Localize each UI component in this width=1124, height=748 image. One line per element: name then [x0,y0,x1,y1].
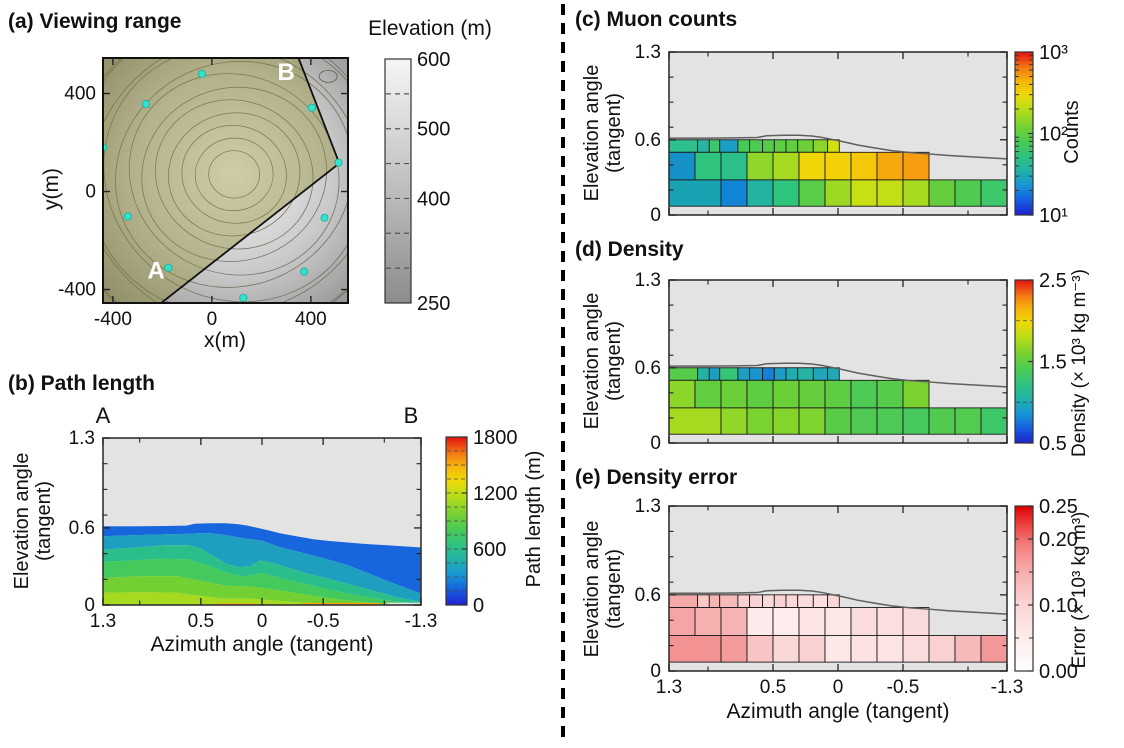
svg-text:0: 0 [85,182,96,203]
svg-text:-0.5: -0.5 [887,677,920,698]
panel-b-xlabel: Azimuth angle (tangent) [150,633,374,656]
svg-text:1.3: 1.3 [635,496,661,517]
panel-b-endpoint-A: A [95,403,111,428]
panel-c-ylabel: Elevation angle (tangent) [581,64,625,202]
panel-c-colorbar-label: Counts [1061,100,1083,164]
svg-text:1.3: 1.3 [90,611,116,632]
svg-text:0: 0 [257,611,268,632]
panel-e-title: (e) Density error [575,466,738,489]
panel-divider-line [561,4,565,744]
panel-a-ylabel: y(m) [40,168,63,210]
svg-text:0.10: 0.10 [1039,595,1078,617]
svg-text:0: 0 [650,433,661,454]
panel-a-xlabel: x(m) [204,329,246,352]
svg-text:1.3: 1.3 [656,677,682,698]
svg-text:0.5: 0.5 [1039,433,1067,455]
svg-text:500: 500 [417,119,450,141]
svg-text:1.3: 1.3 [635,42,661,63]
svg-text:600: 600 [473,539,506,561]
svg-text:0: 0 [207,309,218,330]
svg-text:0.5: 0.5 [760,677,786,698]
panel-a-title: (a) Viewing range [8,10,182,33]
svg-text:1.3: 1.3 [69,428,95,449]
svg-text:1.3: 1.3 [635,270,661,291]
svg-text:0.6: 0.6 [635,130,661,151]
panel-d-title: (d) Density [575,238,684,261]
svg-text:0: 0 [833,677,844,698]
panel-d-colorbar-label: Density (× 10³ kg m⁻³) [1069,269,1090,457]
svg-text:2.5: 2.5 [1039,270,1067,292]
panel-c-title: (c) Muon counts [575,8,738,31]
svg-text:B: B [277,59,294,86]
svg-text:0.6: 0.6 [69,518,95,539]
svg-text:-0.5: -0.5 [307,611,340,632]
svg-text:0.6: 0.6 [635,358,661,379]
panel-e-xlabel: Azimuth angle (tangent) [726,700,950,723]
svg-text:0.5: 0.5 [188,611,214,632]
svg-text:0: 0 [473,595,484,617]
svg-text:400: 400 [417,188,450,210]
svg-text:600: 600 [417,49,450,71]
panel-e-colorbar-label: Error (× 10³ kg m³) [1069,511,1090,669]
panel-b-ylabel: Elevation angle (tangent) [11,452,55,590]
panel-b-colorbar-label: Path length (m) [523,450,545,588]
svg-text:10²: 10² [1039,124,1068,146]
svg-text:-1.3: -1.3 [405,611,438,632]
svg-text:A: A [148,258,165,285]
svg-text:0: 0 [650,205,661,226]
elevation-colorbar-title: Elevation (m) [368,17,492,40]
svg-text:250: 250 [417,293,450,315]
svg-text:400: 400 [64,84,96,105]
panel-b-endpoint-B: B [403,403,419,428]
svg-text:1800: 1800 [473,427,518,449]
svg-text:0.25: 0.25 [1039,496,1078,518]
svg-text:0: 0 [650,661,661,682]
svg-text:-400: -400 [94,309,132,330]
svg-text:-400: -400 [58,280,96,301]
svg-text:1200: 1200 [473,483,518,505]
svg-text:-1.3: -1.3 [991,677,1024,698]
panel-b-title: (b) Path length [8,372,155,395]
panel-d-ylabel: Elevation angle (tangent) [581,292,625,430]
svg-text:0.20: 0.20 [1039,529,1078,551]
svg-text:400: 400 [295,309,327,330]
svg-text:10³: 10³ [1039,42,1068,64]
svg-text:0: 0 [84,595,95,616]
svg-text:0.6: 0.6 [635,585,661,606]
svg-text:10¹: 10¹ [1039,205,1068,227]
svg-text:1.5: 1.5 [1039,352,1067,374]
svg-text:0.00: 0.00 [1039,661,1078,683]
panel-e-ylabel: Elevation angle (tangent) [581,520,625,658]
